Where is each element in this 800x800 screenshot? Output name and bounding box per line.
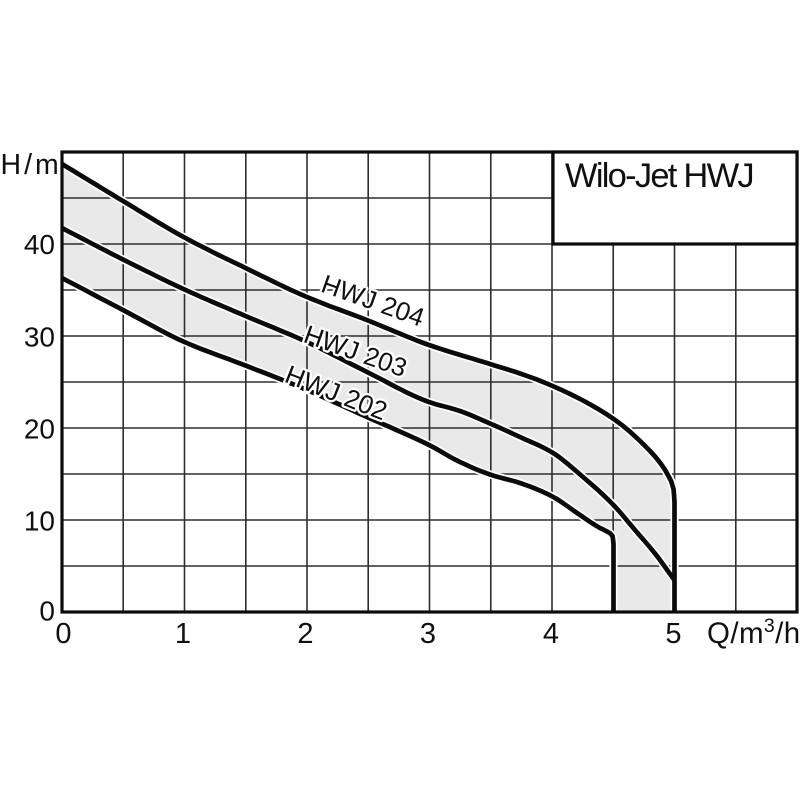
svg-text:40: 40 (24, 229, 55, 260)
svg-text:1: 1 (175, 618, 191, 650)
svg-text:30: 30 (24, 322, 55, 353)
svg-text:20: 20 (24, 414, 55, 445)
svg-text:0: 0 (39, 596, 55, 627)
svg-text:Q/m3/h: Q/m3/h (707, 615, 800, 650)
svg-text:2: 2 (297, 618, 313, 650)
svg-text:10: 10 (24, 506, 55, 537)
svg-text:4: 4 (543, 618, 559, 650)
svg-text:3: 3 (420, 618, 436, 650)
svg-text:H/m: H/m (1, 149, 62, 181)
svg-text:5: 5 (665, 618, 681, 650)
svg-text:0: 0 (55, 618, 71, 650)
svg-text:Wilo-Jet HWJ: Wilo-Jet HWJ (565, 157, 753, 195)
